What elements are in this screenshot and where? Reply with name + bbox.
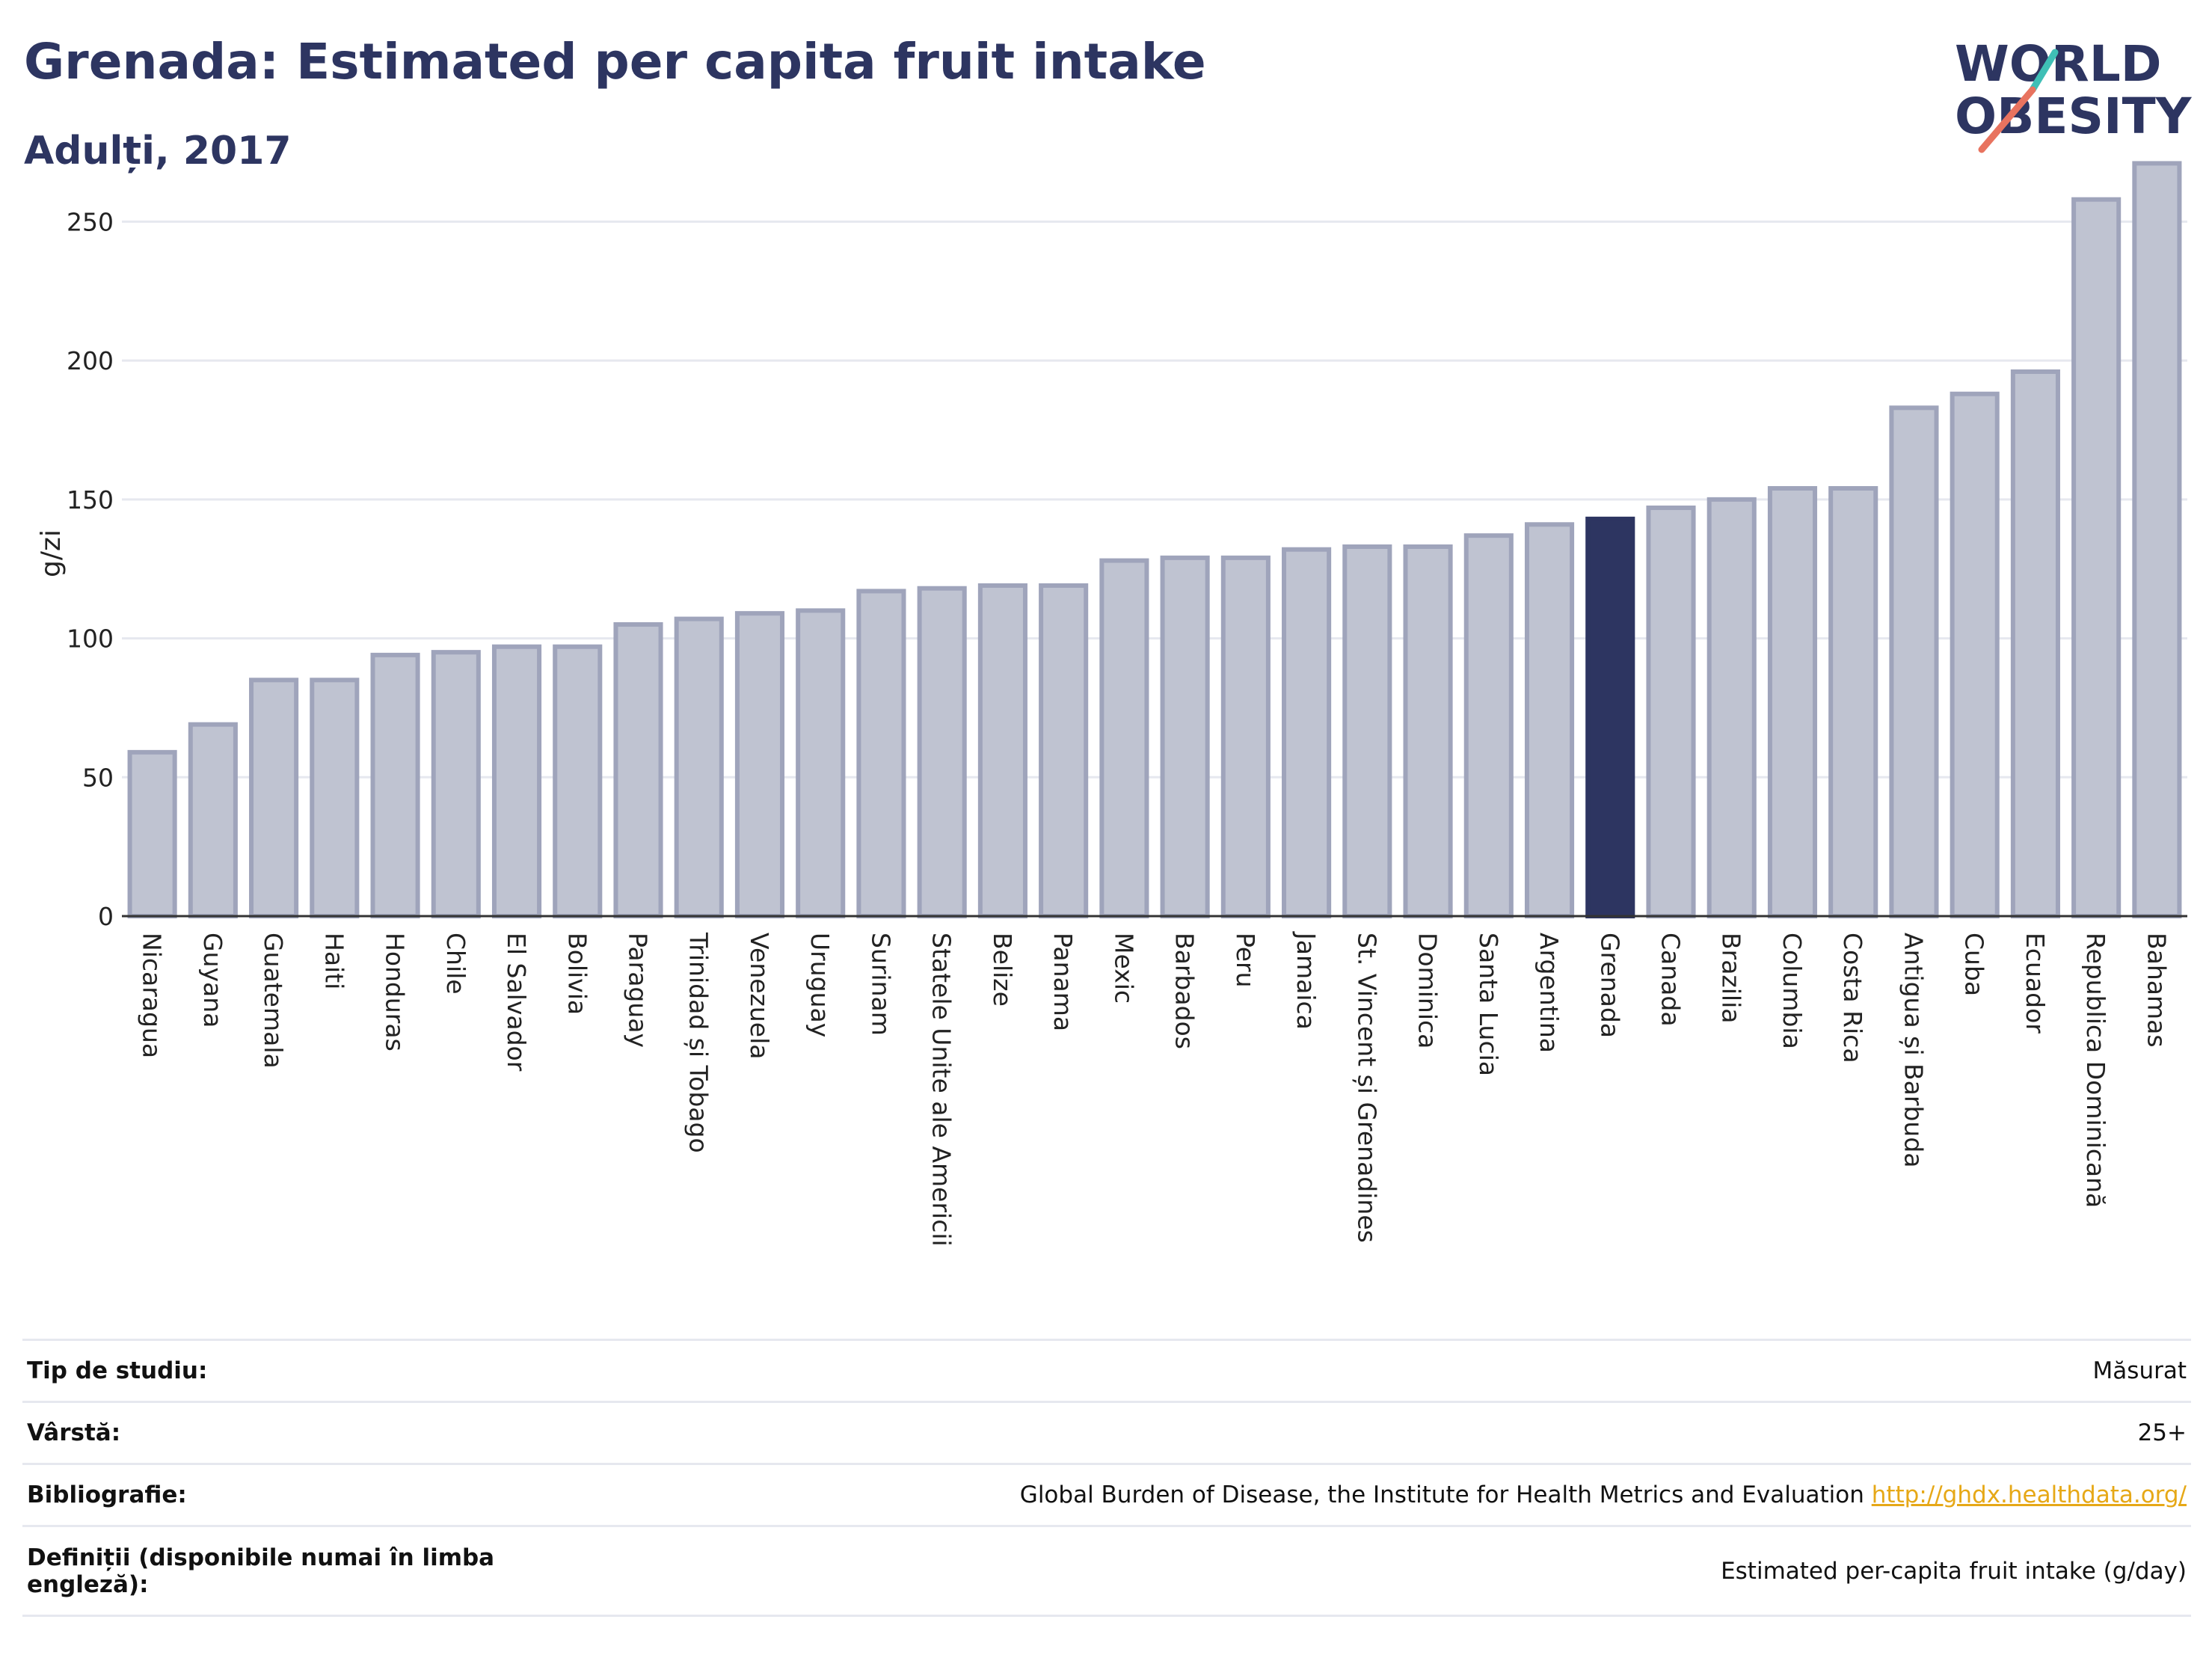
x-tick-label: Canada	[1656, 933, 1686, 1027]
bar	[1099, 558, 1149, 918]
bar	[1646, 506, 1696, 918]
x-tick-label: Guatemala	[259, 933, 288, 1069]
bar	[1039, 583, 1089, 918]
x-tick-label: Paraguay	[624, 933, 653, 1048]
x-tick-label: Peru	[1231, 933, 1260, 988]
chart-subtitle: Adulți, 2017	[24, 129, 292, 174]
bar	[796, 608, 846, 919]
bar	[1767, 486, 1818, 918]
bar	[491, 644, 542, 918]
info-value: 25+	[510, 1401, 2191, 1464]
x-tick-label: Columbia	[1778, 933, 1807, 1049]
x-tick-label: Dominica	[1413, 933, 1443, 1048]
info-value: Măsurat	[510, 1339, 2191, 1402]
x-tick-label: Mexic	[1109, 933, 1138, 1004]
bar	[1403, 544, 1453, 918]
x-tick-label: Cuba	[1960, 933, 1989, 996]
bar	[1828, 486, 1878, 918]
bar	[977, 583, 1027, 918]
y-tick-label: 150	[67, 485, 114, 515]
bar	[1220, 555, 1271, 918]
bar	[734, 611, 785, 919]
world-obesity-logo: WORLD OBESITY	[1955, 35, 2193, 153]
x-tick-label: Honduras	[381, 933, 410, 1051]
axes: 0 50 100 150 200 250 Nicaragua Guyana Guatemala H…	[67, 207, 2187, 1247]
x-tick-label: Republica Dominicană	[2081, 933, 2110, 1208]
bar	[917, 586, 967, 918]
bar	[2132, 161, 2182, 918]
x-tick-label: Surinam	[866, 933, 895, 1036]
x-tick-label: Bahamas	[2142, 933, 2171, 1048]
logo-slash-teal	[2029, 49, 2059, 93]
x-tick-label: Antigua și Barbuda	[1899, 933, 1928, 1167]
logo-slash-coral	[1978, 86, 2036, 153]
x-tick-label: Belize	[988, 933, 1017, 1007]
bar	[1463, 533, 1514, 919]
bar	[1160, 555, 1210, 918]
chart-title: Grenada: Estimated per capita fruit inta…	[24, 33, 1206, 90]
bar	[431, 650, 481, 919]
bar	[1706, 497, 1757, 918]
info-value: Estimated per-capita fruit intake (g/day…	[510, 1525, 2191, 1617]
x-tick-label: Chile	[441, 933, 470, 995]
x-tick-label: El Salvador	[502, 933, 531, 1072]
info-key: Vârstă:	[22, 1401, 510, 1464]
bibliography-link[interactable]: http://ghdx.healthdata.org/	[1871, 1481, 2187, 1508]
info-row-definitions: Definiții (disponibile numai în limba en…	[22, 1525, 2191, 1617]
y-tick-label: 0	[98, 902, 114, 931]
info-row-age: Vârstă: 25+	[22, 1401, 2191, 1464]
bar	[188, 722, 238, 918]
bars	[127, 161, 2182, 919]
info-table: Tip de studiu: Măsurat Vârstă: 25+ Bibli…	[22, 1339, 2191, 1617]
bar-chart: 0 50 100 150 200 250 Nicaragua Guyana Guatemala H…	[36, 161, 2187, 1247]
bar	[127, 749, 177, 918]
x-tick-label: St. Vincent și Grenadines	[1352, 933, 1381, 1243]
bar	[674, 616, 724, 918]
bar	[1889, 405, 1939, 918]
bar	[856, 589, 906, 919]
bar	[1342, 544, 1392, 918]
y-axis-label: g/zi	[36, 529, 67, 577]
x-tick-label: Grenada	[1595, 933, 1624, 1038]
x-tick-label: Uruguay	[805, 933, 835, 1037]
bar	[2010, 369, 2060, 918]
y-tick-label: 250	[67, 207, 114, 236]
info-value-bibliography: Global Burden of Disease, the Institute …	[510, 1463, 2191, 1526]
bar	[613, 622, 663, 918]
info-key: Definiții (disponibile numai în limba en…	[22, 1525, 510, 1617]
x-tick-label: Brazilia	[1717, 933, 1746, 1023]
x-tick-label: Jamaica	[1291, 931, 1321, 1030]
x-tick-label: Ecuador	[2021, 933, 2050, 1034]
x-tick-label: Guyana	[198, 933, 227, 1028]
bar	[1950, 391, 2000, 918]
logo-text-world: WORLD	[1955, 35, 2162, 93]
y-tick-label: 50	[82, 763, 114, 792]
info-row-bibliography: Bibliografie: Global Burden of Disease, …	[22, 1463, 2191, 1526]
info-key: Tip de studiu:	[22, 1339, 510, 1402]
x-tick-label: Venezuela	[745, 933, 774, 1059]
bar	[1282, 547, 1332, 918]
bibliography-text: Global Burden of Disease, the Institute …	[1019, 1481, 1864, 1508]
x-tick-label: Statele Unite ale Americii	[927, 933, 956, 1247]
y-tick-label: 200	[67, 346, 114, 375]
info-key: Bibliografie:	[22, 1463, 510, 1526]
x-tick-label: Nicaragua	[138, 933, 167, 1058]
x-tick-label: Barbados	[1170, 933, 1199, 1049]
x-tick-label: Trinidad și Tobago	[684, 932, 713, 1153]
bar	[249, 678, 299, 918]
bar	[310, 678, 360, 918]
x-tick-label: Costa Rica	[1838, 933, 1867, 1063]
x-tick-label: Santa Lucia	[1474, 933, 1503, 1076]
bar	[2071, 197, 2122, 918]
info-row-study-type: Tip de studiu: Măsurat	[22, 1339, 2191, 1402]
bar	[370, 652, 420, 918]
bar	[553, 644, 603, 918]
bar-highlight	[1585, 516, 1635, 918]
x-tick-label: Bolivia	[562, 933, 592, 1015]
x-tick-label: Argentina	[1534, 933, 1564, 1053]
y-tick-label: 100	[67, 624, 114, 654]
bar	[1524, 522, 1575, 918]
x-tick-label: Haiti	[319, 933, 348, 989]
x-tick-label: Panama	[1048, 933, 1078, 1031]
